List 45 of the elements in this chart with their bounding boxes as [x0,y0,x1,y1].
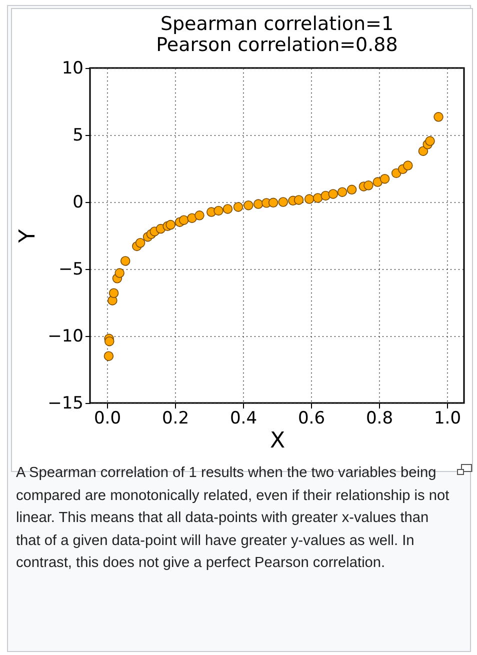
y-tick-label: −5 [58,260,84,280]
point [166,220,176,230]
point [328,189,338,199]
point [135,238,146,248]
point [337,187,348,197]
x-tick-label: 0.4 [230,408,258,428]
point [425,136,435,146]
point [312,193,323,203]
point [244,200,254,210]
y-tick-label: 5 [72,126,84,146]
x-tick-label: 0.6 [298,408,326,428]
point [222,204,233,214]
point [268,198,278,208]
point [278,197,288,207]
x-tick-label: 0.8 [366,408,394,428]
y-tick-label: 0 [72,192,84,212]
point [178,215,189,225]
y-tick-label: −10 [48,326,84,346]
point [418,146,428,156]
y-tick-label: 10 [62,58,84,78]
point [214,206,224,216]
point [253,199,264,209]
y-tick-label: −15 [48,394,84,414]
point [108,288,119,298]
point [104,351,114,361]
x-axis-title: X [270,428,286,454]
text: Spearman correlation=1 [160,13,394,35]
point [434,112,444,122]
point [346,184,357,195]
point [233,202,244,212]
point [304,194,314,204]
x-tick-label: 0.2 [162,408,190,428]
x-tick-label: 1.0 [434,408,462,428]
point [294,195,304,205]
point [104,336,114,346]
point [364,180,374,190]
text: A Spearman correlation of 1 results when the two variables being compared are monotonically related, even if their relationship is not linear. This means that all data-points with greater x-values than that of a given data-point will have greater y-values as well. In contrast, this does not give a perfect Pearson correlation. [16,464,450,573]
point [403,160,413,170]
point [380,174,390,184]
point [194,210,204,220]
x-tick-label: 0.0 [94,408,122,428]
y-axis-title: Y [16,228,41,244]
text: Pearson correlation=0.88 [156,34,398,56]
point [114,268,124,278]
point [120,256,130,266]
